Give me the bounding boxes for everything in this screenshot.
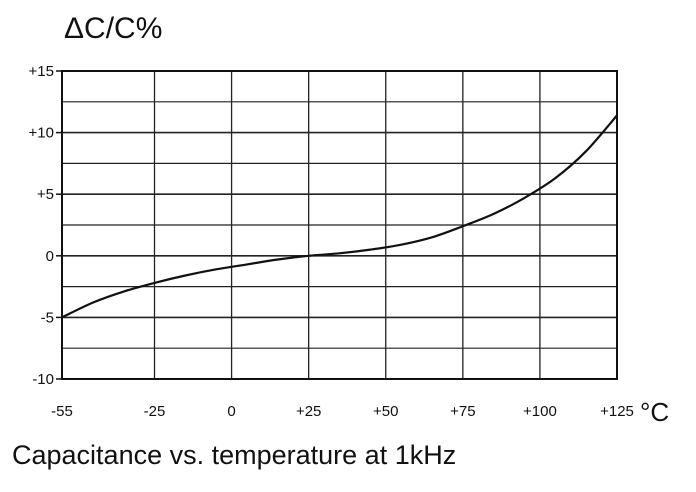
x-ticks: -55 -25 0 +25 +50 +75 +100 +125 bbox=[51, 403, 634, 420]
x-tick-label: +100 bbox=[523, 403, 557, 420]
x-tick-label: +50 bbox=[373, 403, 398, 420]
y-tick-label: +5 bbox=[37, 186, 54, 203]
chart: ΔC/C% -10 -5 0 +5 +10 +15 -55 -25 0 +25 +50 +75 +10… bbox=[29, 12, 670, 427]
y-axis-title: ΔC/C% bbox=[64, 12, 162, 45]
y-tick-label: 0 bbox=[46, 248, 54, 265]
x-tick-label: +75 bbox=[450, 403, 475, 420]
x-tick-label: -55 bbox=[51, 403, 73, 420]
y-ticks: -10 -5 0 +5 +10 +15 bbox=[29, 63, 62, 388]
x-axis-unit: °C bbox=[640, 397, 669, 427]
plot-border bbox=[61, 70, 618, 380]
grid bbox=[61, 70, 618, 380]
x-tick-label: 0 bbox=[227, 403, 235, 420]
x-tick-label: -25 bbox=[144, 403, 166, 420]
plot-frame bbox=[61, 70, 618, 380]
x-tick-label: +125 bbox=[600, 403, 634, 420]
y-tick-label: -5 bbox=[41, 309, 54, 326]
capacitance-curve bbox=[61, 114, 618, 319]
chart-caption: Capacitance vs. temperature at 1kHz bbox=[12, 440, 457, 470]
y-tick-label: +10 bbox=[29, 125, 54, 142]
x-tick-label: +25 bbox=[296, 403, 321, 420]
y-tick-label: +15 bbox=[29, 63, 54, 80]
y-tick-label: -10 bbox=[32, 371, 54, 388]
